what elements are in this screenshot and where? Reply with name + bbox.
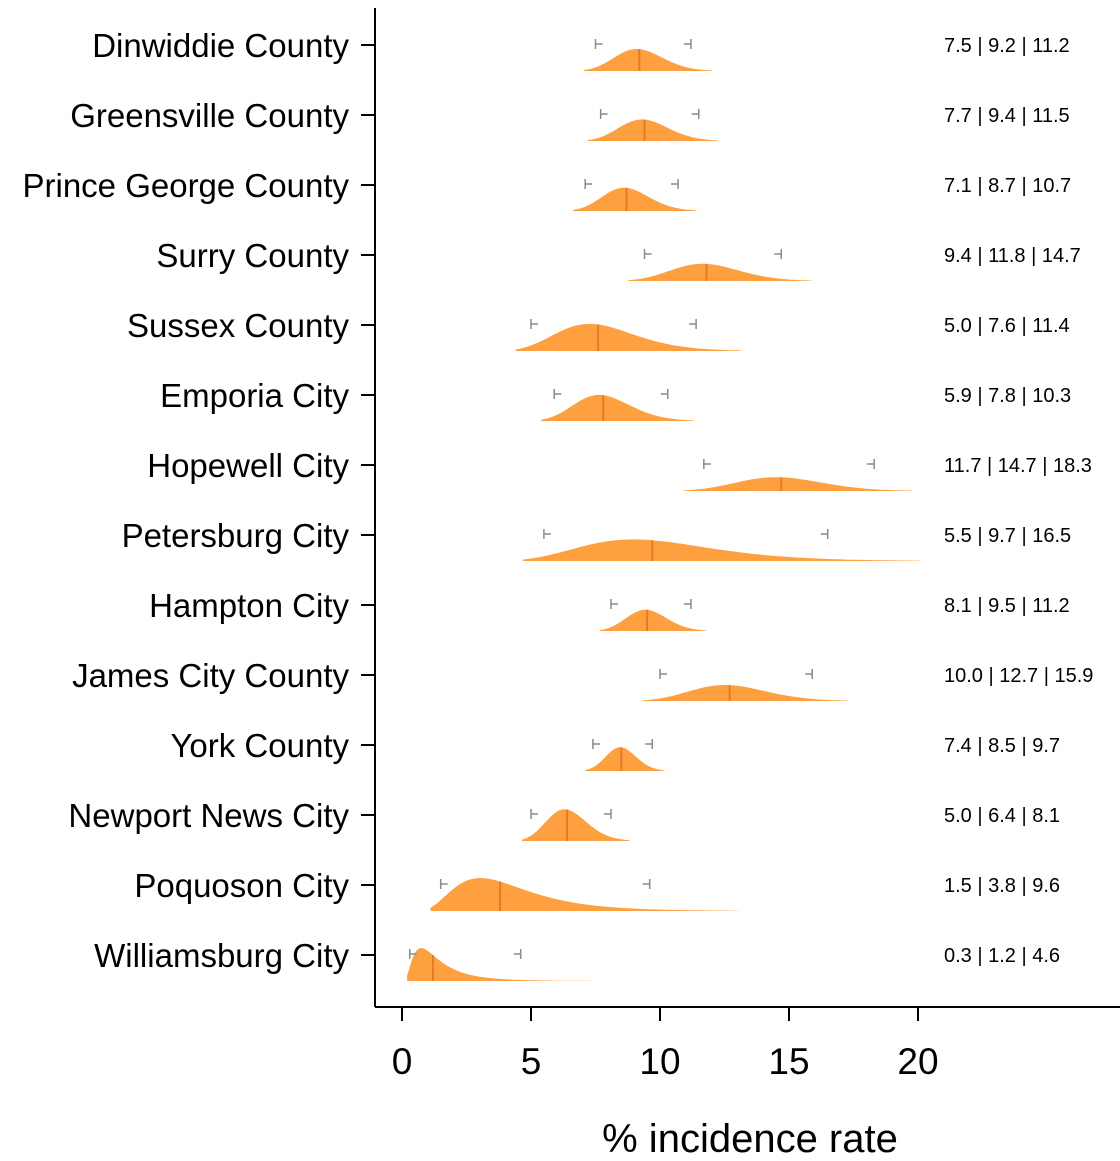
density-shape [683, 477, 913, 491]
ci-high-marker [683, 39, 692, 49]
interval-label: 0.3 | 1.2 | 4.6 [944, 945, 1060, 967]
category-label: Sussex County [127, 307, 349, 344]
density-shape [522, 539, 921, 561]
ridge-row: York County 7.4 | 8.5 | 9.7 [170, 727, 1060, 771]
ridge-row: Prince George County 7.1 | 8.7 | 10.7 [22, 167, 1071, 211]
interval-label: 5.9 | 7.8 | 10.3 [944, 385, 1071, 407]
ci-low-marker [610, 599, 618, 609]
density-shape [541, 394, 694, 421]
ci-low-marker [594, 39, 603, 49]
ci-high-marker [805, 669, 813, 679]
density-shape [585, 747, 665, 771]
interval-label: 5.0 | 6.4 | 8.1 [944, 805, 1060, 827]
category-label: Prince George County [22, 167, 349, 204]
ridge-row: Newport News City 5.0 | 6.4 | 8.1 [68, 797, 1060, 841]
category-label: Emporia City [160, 377, 349, 414]
ci-high-marker [689, 319, 697, 329]
ci-low-marker [543, 529, 551, 539]
ci-low-marker [553, 389, 562, 399]
ci-high-marker [820, 529, 829, 539]
category-label: Williamsburg City [94, 937, 349, 974]
ci-high-marker [645, 739, 654, 749]
ci-high-marker [683, 599, 692, 609]
interval-label: 7.7 | 9.4 | 11.5 [944, 105, 1070, 127]
ridge-row: Surry County 9.4 | 11.8 | 14.7 [156, 237, 1081, 281]
interval-label: 5.0 | 7.6 | 11.4 [944, 315, 1070, 337]
density-shape [628, 263, 812, 281]
ci-low-marker [530, 809, 538, 819]
ridge-row: Emporia City 5.9 | 7.8 | 10.3 [160, 377, 1071, 421]
density-shape [430, 878, 738, 911]
ci-low-marker [584, 179, 593, 189]
ridge-row: James City County 10.0 | 12.7 | 15.9 [72, 657, 1093, 701]
interval-label: 11.7 | 14.7 | 18.3 [944, 455, 1092, 477]
category-label: York County [170, 727, 349, 764]
density-shape [407, 948, 592, 981]
x-tick-label: 10 [639, 1041, 680, 1082]
category-label: Hampton City [149, 587, 349, 624]
category-label: Dinwiddie County [92, 27, 349, 64]
density-shape [573, 187, 697, 211]
ci-high-marker [671, 179, 679, 189]
x-tick-label: 15 [768, 1041, 809, 1082]
ci-low-marker [408, 949, 417, 959]
x-axis-title: % incidence rate [602, 1117, 898, 1161]
category-label: Petersburg City [122, 517, 350, 554]
ci-low-marker [599, 109, 608, 119]
density-shape [515, 323, 741, 351]
ridge-row: Greensville County 7.7 | 9.4 | 11.5 [70, 97, 1070, 141]
ci-low-marker [439, 879, 448, 889]
x-tick-label: 5 [521, 1041, 542, 1082]
density-shape [583, 49, 712, 71]
category-label: Hopewell City [147, 447, 349, 484]
ridge-row: Hampton City 8.1 | 9.5 | 11.2 [149, 587, 1070, 631]
x-tick-label: 20 [897, 1041, 938, 1082]
interval-label: 1.5 | 3.8 | 9.6 [944, 875, 1060, 897]
ci-high-marker [867, 459, 875, 469]
interval-label: 7.4 | 8.5 | 9.7 [944, 735, 1060, 757]
ridge-row: Petersburg City 5.5 | 9.7 | 16.5 [122, 517, 1071, 561]
density-shape [642, 685, 848, 701]
density-shape [599, 609, 706, 631]
density-shape [521, 809, 630, 841]
ridge-row: Sussex County 5.0 | 7.6 | 11.4 [127, 307, 1070, 351]
ci-low-marker [592, 739, 600, 749]
ci-high-marker [603, 809, 612, 819]
interval-label: 7.5 | 9.2 | 11.2 [944, 35, 1070, 57]
category-label: James City County [72, 657, 349, 694]
category-label: Greensville County [70, 97, 349, 134]
interval-label: 9.4 | 11.8 | 14.7 [944, 245, 1081, 267]
ci-high-marker [642, 879, 651, 889]
x-ticks: 0 5 10 15 20 [392, 1007, 939, 1082]
ridge-row: Hopewell City 11.7 | 14.7 | 18.3 [147, 447, 1092, 491]
ridge-row: Poquoson City 1.5 | 3.8 | 9.6 [134, 867, 1060, 911]
x-tick-label: 0 [392, 1041, 413, 1082]
interval-label: 8.1 | 9.5 | 11.2 [944, 595, 1070, 617]
ci-high-marker [774, 249, 783, 259]
rows: Dinwiddie County 7.5 | 9.2 | 11.2 Greensvi… [22, 27, 1093, 981]
ci-high-marker [660, 389, 669, 399]
ci-high-marker [513, 949, 522, 959]
category-label: Surry County [156, 237, 349, 274]
ridge-row: Dinwiddie County 7.5 | 9.2 | 11.2 [92, 27, 1070, 71]
ci-low-marker [530, 319, 538, 329]
interval-label: 5.5 | 9.7 | 16.5 [944, 525, 1071, 547]
ci-high-marker [691, 109, 700, 119]
ci-low-marker [643, 249, 652, 259]
ridge-row: Williamsburg City 0.3 | 1.2 | 4.6 [94, 937, 1060, 981]
ci-low-marker [659, 669, 667, 679]
category-label: Newport News City [68, 797, 349, 834]
interval-label: 7.1 | 8.7 | 10.7 [944, 175, 1071, 197]
interval-label: 10.0 | 12.7 | 15.9 [944, 665, 1093, 687]
category-label: Poquoson City [134, 867, 349, 904]
density-shape [587, 119, 719, 141]
ci-low-marker [703, 459, 711, 469]
